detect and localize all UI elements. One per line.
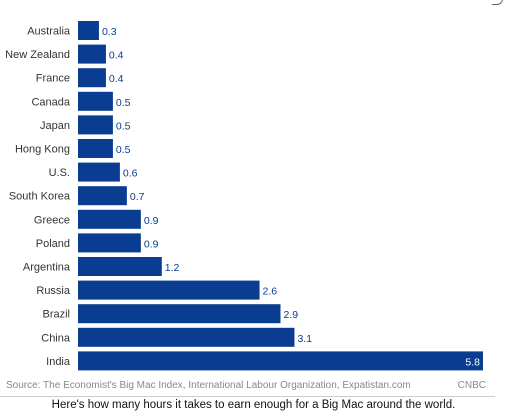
value-label-new-zealand: 0.4 bbox=[109, 50, 124, 62]
bar-greece bbox=[78, 209, 141, 229]
category-label-canada: Canada bbox=[31, 96, 70, 108]
value-label-u-s: 0.6 bbox=[123, 168, 138, 180]
category-label-france: France bbox=[36, 73, 70, 85]
category-label-poland: Poland bbox=[36, 238, 70, 250]
category-label-argentina: Argentina bbox=[23, 262, 71, 274]
bar-new-zealand bbox=[78, 44, 106, 64]
value-label-south-korea: 0.7 bbox=[130, 191, 145, 203]
panel-divider bbox=[0, 396, 495, 397]
value-label-australia: 0.3 bbox=[102, 26, 117, 38]
category-label-greece: Greece bbox=[34, 214, 70, 226]
value-label-japan: 0.5 bbox=[116, 120, 131, 132]
bar-russia bbox=[78, 280, 260, 300]
category-label-south-korea: South Korea bbox=[9, 191, 71, 203]
chart-panel: Australia 0.3 New Zealand 0.4 France 0.4 Canad… bbox=[0, 21, 495, 397]
bar-canada bbox=[78, 91, 113, 111]
bar-australia bbox=[78, 21, 99, 40]
value-label-russia: 2.6 bbox=[263, 286, 278, 298]
bar-poland bbox=[78, 233, 141, 253]
bar-argentina bbox=[78, 257, 162, 276]
value-label-china: 3.1 bbox=[297, 333, 312, 345]
source-text: Source: The Economist's Big Mac Index, I… bbox=[6, 380, 411, 391]
value-label-greece: 0.9 bbox=[144, 215, 159, 227]
category-label-china: China bbox=[41, 332, 71, 344]
category-label-new-zealand: New Zealand bbox=[5, 49, 70, 61]
source-note: Source: The Economist's Big Mac Index, I… bbox=[6, 380, 486, 391]
caption: Here's how many hours it takes to earn e… bbox=[51, 399, 456, 411]
value-label-india: 5.8 bbox=[465, 356, 480, 368]
value-label-france: 0.4 bbox=[109, 73, 124, 85]
bar-hong-kong bbox=[78, 139, 113, 158]
category-label-hong-kong: Hong Kong bbox=[15, 144, 70, 156]
category-label-u-s: U.S. bbox=[49, 167, 70, 179]
category-label-australia: Australia bbox=[27, 26, 71, 38]
category-label-russia: Russia bbox=[36, 285, 71, 297]
bar-china bbox=[78, 327, 295, 347]
value-label-poland: 0.9 bbox=[144, 238, 159, 250]
value-label-argentina: 1.2 bbox=[165, 262, 180, 274]
value-label-canada: 0.5 bbox=[116, 97, 131, 109]
bar-india bbox=[78, 351, 483, 371]
bar-brazil bbox=[78, 304, 281, 324]
bar-south-korea bbox=[78, 186, 127, 206]
value-label-brazil: 2.9 bbox=[284, 309, 299, 321]
category-label-india: India bbox=[46, 356, 71, 368]
bar-japan bbox=[78, 115, 113, 135]
category-label-brazil: Brazil bbox=[42, 309, 70, 321]
bar-france bbox=[78, 68, 106, 88]
value-label-hong-kong: 0.5 bbox=[116, 144, 131, 156]
category-label-japan: Japan bbox=[40, 120, 70, 132]
corner-icon bbox=[492, 0, 503, 5]
bar-chart: Australia 0.3 New Zealand 0.4 France 0.4 Canad… bbox=[5, 21, 483, 371]
source-brand: CNBC bbox=[457, 380, 486, 391]
bar-u-s bbox=[78, 162, 120, 182]
